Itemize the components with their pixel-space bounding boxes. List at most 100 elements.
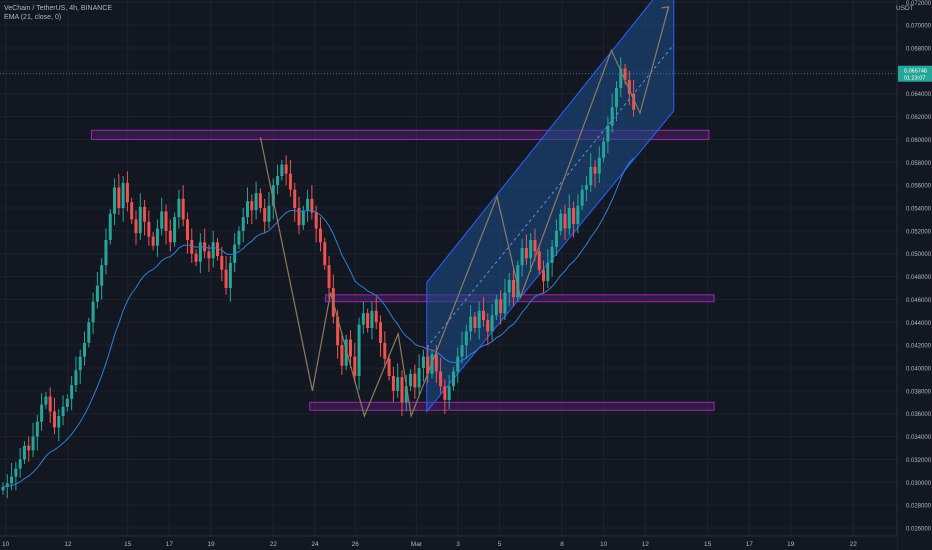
candle-body xyxy=(426,356,430,374)
candle-body xyxy=(567,208,571,229)
candle-body xyxy=(374,310,378,323)
candle-body xyxy=(194,253,198,262)
candle-body xyxy=(40,404,44,422)
candle-body xyxy=(297,208,301,226)
candle-body xyxy=(396,377,400,391)
candle-body xyxy=(632,93,636,110)
time-axis-bg xyxy=(0,536,897,550)
candle-body xyxy=(464,331,468,346)
time-tick-label: 3 xyxy=(456,541,460,548)
candle-body xyxy=(610,107,614,126)
candle-body xyxy=(593,166,597,174)
price-tick-label: 0.060000 xyxy=(906,138,932,144)
time-axis[interactable]: 10 12 15 17 19 22 24 26 Mar 3 5 8 10 12 15 17 19 22 xyxy=(0,535,897,550)
candle-body xyxy=(481,310,485,320)
candle-body xyxy=(151,236,155,246)
candle-body xyxy=(87,322,91,343)
candle-body xyxy=(494,299,498,316)
candle-body xyxy=(288,173,292,190)
candle-body xyxy=(14,468,18,477)
candle-body xyxy=(254,193,258,211)
price-tick-label: 0.054000 xyxy=(906,207,932,213)
candle-body xyxy=(353,356,357,376)
price-tick-label: 0.062000 xyxy=(906,115,932,121)
candle-body xyxy=(211,242,215,259)
candle-body xyxy=(138,206,142,234)
price-tick-label: 0.064000 xyxy=(906,92,932,98)
candle-body xyxy=(91,301,95,323)
candle-body xyxy=(228,262,232,288)
candle-body xyxy=(361,313,365,325)
candle-body xyxy=(31,436,35,451)
candle-body xyxy=(95,285,99,302)
time-tick-label: 19 xyxy=(207,541,215,548)
candle-body xyxy=(524,248,528,259)
time-tick-label: 26 xyxy=(352,541,360,548)
candle-body xyxy=(503,292,507,314)
candle-body xyxy=(117,187,121,208)
price-tick-label: 0.048000 xyxy=(906,275,932,281)
candle-body xyxy=(258,193,262,208)
candle-body xyxy=(1,486,5,491)
candle-body xyxy=(52,411,56,428)
candle-body xyxy=(413,373,417,388)
candle-body xyxy=(74,370,78,386)
candle-body xyxy=(344,339,348,366)
candle-body xyxy=(134,219,138,234)
candle-body xyxy=(443,386,447,400)
candle-body xyxy=(57,416,61,428)
candle-body xyxy=(323,242,327,266)
time-tick-label: 17 xyxy=(746,541,754,548)
price-zone[interactable] xyxy=(90,129,710,140)
candle-body xyxy=(18,459,22,469)
candle-body xyxy=(473,316,477,328)
candle-body xyxy=(314,212,318,229)
price-tick-label: 0.036000 xyxy=(906,412,932,418)
time-tick-label: 10 xyxy=(2,541,10,548)
candle-body xyxy=(400,377,404,403)
candle-body xyxy=(267,205,271,222)
time-tick-label: 15 xyxy=(704,541,712,548)
time-tick-label: 5 xyxy=(498,541,502,548)
price-tick-label: 0.058000 xyxy=(906,161,932,167)
projection-path[interactable] xyxy=(259,6,670,419)
candle-body xyxy=(451,371,455,387)
currency-label[interactable]: USDT xyxy=(896,5,914,12)
price-axis-bg xyxy=(897,0,932,550)
candle-body xyxy=(276,176,280,186)
time-tick-label: Mar xyxy=(411,541,423,548)
candle-body xyxy=(619,68,623,88)
candle-body xyxy=(241,217,245,231)
candle-body xyxy=(439,371,443,387)
candle-body xyxy=(35,421,39,437)
candle-body xyxy=(125,182,129,203)
projection-path-line[interactable] xyxy=(259,6,670,419)
price-zone[interactable] xyxy=(309,401,715,411)
candle-body xyxy=(198,242,202,262)
candle-body xyxy=(177,198,181,218)
time-tick-label: 8 xyxy=(560,541,564,548)
time-tick-label: 10 xyxy=(600,541,608,548)
candle-body xyxy=(164,211,168,231)
candle-body xyxy=(340,345,344,366)
candle-body xyxy=(160,211,164,229)
candle-body xyxy=(383,342,387,359)
candle-body xyxy=(310,198,314,213)
candle-body xyxy=(65,398,69,407)
candle-body xyxy=(477,310,481,328)
candle-body xyxy=(306,198,310,211)
candle-body xyxy=(486,320,490,332)
candle-body xyxy=(576,205,580,224)
current-price-tag[interactable] xyxy=(898,65,932,82)
candle-body xyxy=(220,256,224,270)
candle-body xyxy=(104,240,108,266)
candle-body xyxy=(280,164,284,176)
candle-body xyxy=(597,157,601,174)
candle-body xyxy=(147,221,151,237)
candle-body xyxy=(224,269,228,288)
candle-body xyxy=(614,88,618,108)
candle-body xyxy=(246,201,250,218)
